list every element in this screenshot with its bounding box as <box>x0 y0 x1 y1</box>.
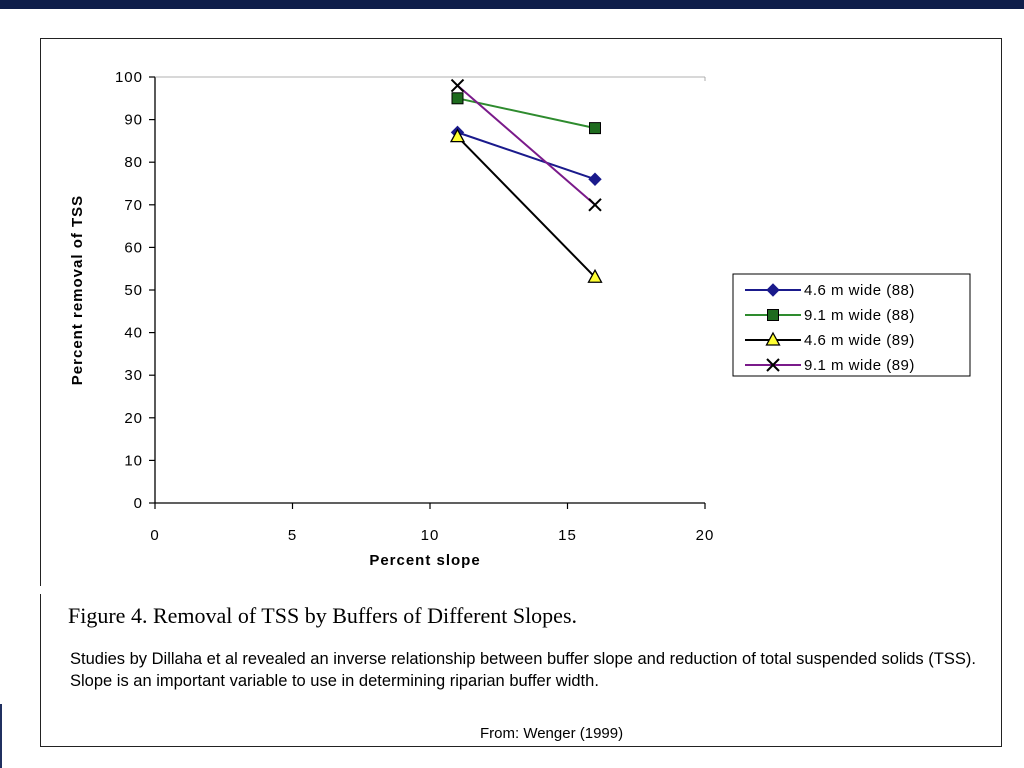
legend-label-2: 9.1 m wide (88) <box>804 307 915 324</box>
series-line-1 <box>457 131 596 181</box>
y-axis-title: Percent removal of TSS <box>69 195 86 385</box>
data-point-series-4-stroke <box>450 78 465 93</box>
y-tick-label: 20 <box>124 410 143 427</box>
legend-marker-4-stroke <box>766 358 780 372</box>
legend-label-3: 4.6 m wide (89) <box>804 332 915 349</box>
x-axis-title: Percent slope <box>369 552 480 569</box>
legend-marker-3 <box>765 331 781 346</box>
x-tick-label: 15 <box>558 527 577 544</box>
y-tick-label: 70 <box>124 197 143 214</box>
data-point-series-2 <box>451 92 464 105</box>
series-line-4 <box>456 84 596 206</box>
figure-frame <box>40 38 1002 747</box>
y-tick-label: 80 <box>124 154 143 171</box>
data-point-series-4 <box>450 78 465 93</box>
legend-label-4: 9.1 m wide (89) <box>804 357 915 374</box>
legend-label-1: 4.6 m wide (88) <box>804 282 915 299</box>
x-tick-label: 5 <box>288 527 297 544</box>
series-line-2 <box>457 97 596 130</box>
data-point-series-4 <box>588 198 602 212</box>
frame-gap <box>38 586 42 594</box>
figure-source: From: Wenger (1999) <box>480 725 624 742</box>
data-point-series-3 <box>449 128 466 143</box>
slide-edge-accent <box>0 704 2 768</box>
data-point-series-3 <box>587 268 603 283</box>
figure-title: Figure 4. Removal of TSS by Buffers of D… <box>68 603 578 628</box>
y-tick-label: 90 <box>124 112 143 129</box>
data-point-series-2 <box>589 122 601 135</box>
legend-marker-1 <box>766 283 780 297</box>
legend-marker-4 <box>766 358 780 372</box>
y-tick-label: 10 <box>124 452 143 469</box>
x-tick-label: 20 <box>696 527 715 544</box>
slide-top-bar <box>0 0 1024 9</box>
x-tick-label: 0 <box>150 527 159 544</box>
figure-caption: Studies by Dillaha et al revealed an inv… <box>70 650 976 690</box>
y-tick-label: 60 <box>124 239 143 256</box>
y-tick-label: 30 <box>124 367 143 384</box>
data-point-series-4-stroke <box>588 198 602 212</box>
series-line-3 <box>456 135 596 278</box>
data-point-series-1 <box>588 172 602 186</box>
y-tick-label: 100 <box>115 69 143 86</box>
y-tick-label: 40 <box>124 325 143 342</box>
x-tick-label: 10 <box>421 527 440 544</box>
y-tick-label: 50 <box>124 282 143 299</box>
y-tick-label: 0 <box>134 495 143 512</box>
legend-marker-2 <box>767 309 779 321</box>
